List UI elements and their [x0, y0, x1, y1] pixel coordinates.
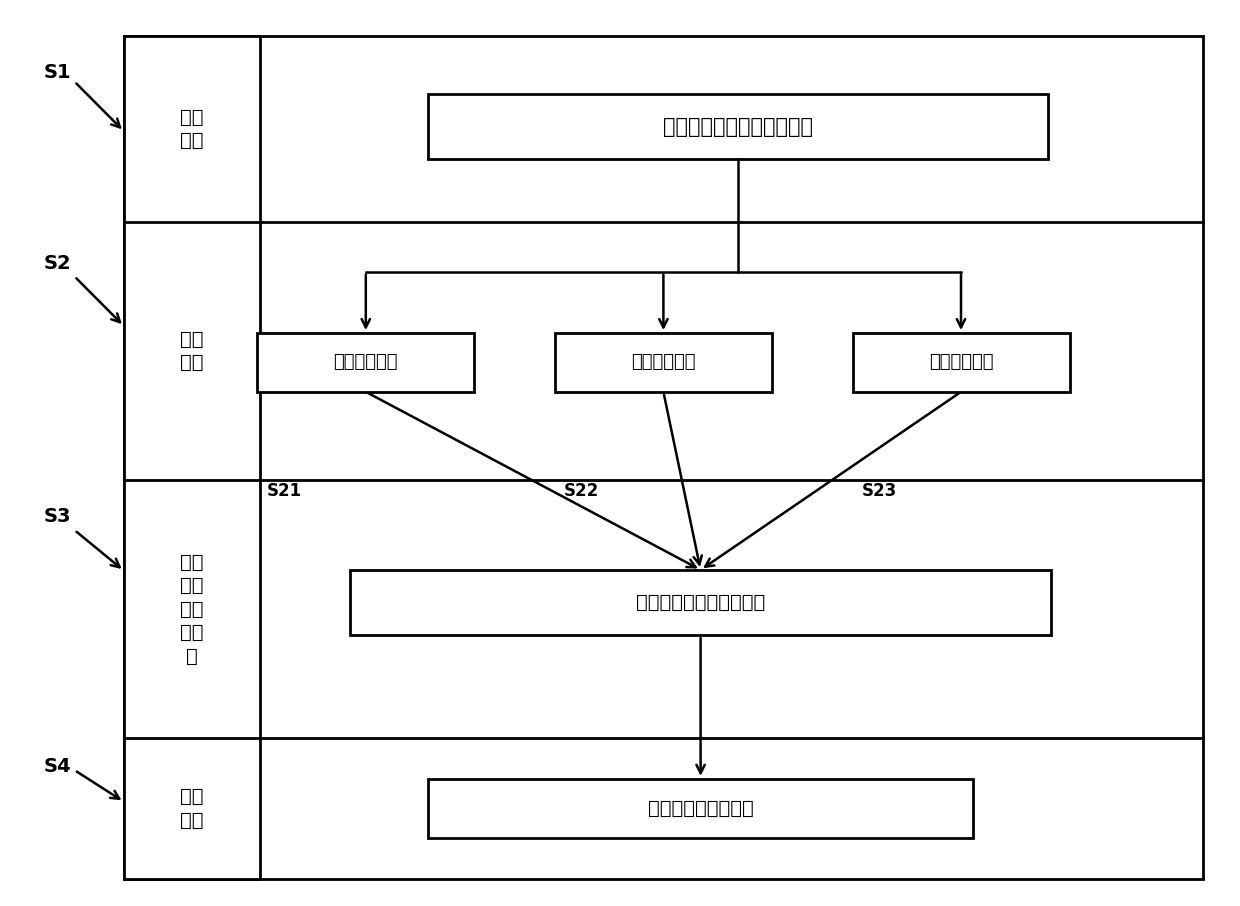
Bar [258, 333, 474, 391]
Text: 历史负荷细分: 历史负荷细分 [631, 353, 696, 371]
Text: 结果
输出: 结果 输出 [181, 787, 203, 830]
Text: S21: S21 [267, 482, 301, 500]
Text: 数据
分析: 数据 分析 [181, 330, 203, 372]
Text: 空间细分精细化预测模型: 空间细分精细化预测模型 [636, 593, 765, 612]
Text: 城市空间细分: 城市空间细分 [334, 353, 398, 371]
Text: 数据
收集: 数据 收集 [181, 108, 203, 150]
Bar [350, 570, 1050, 635]
Bar [428, 94, 1048, 159]
Text: 城市发展细分: 城市发展细分 [929, 353, 993, 371]
Text: 空间
细分
精细
化预
测: 空间 细分 精细 化预 测 [181, 553, 203, 666]
Bar [124, 36, 260, 879]
Text: S2: S2 [43, 254, 71, 273]
Text: S4: S4 [43, 757, 71, 776]
Bar [124, 36, 1203, 879]
Text: S22: S22 [564, 482, 599, 500]
Text: 精细化负荷预测结果: 精细化负荷预测结果 [647, 799, 754, 817]
Text: S23: S23 [862, 482, 897, 500]
Text: 基础数据与配电网规划数据: 基础数据与配电网规划数据 [663, 117, 812, 137]
Text: S1: S1 [43, 63, 71, 82]
Bar [428, 778, 973, 837]
Bar [556, 333, 771, 391]
Text: S3: S3 [43, 507, 71, 526]
Bar [853, 333, 1069, 391]
